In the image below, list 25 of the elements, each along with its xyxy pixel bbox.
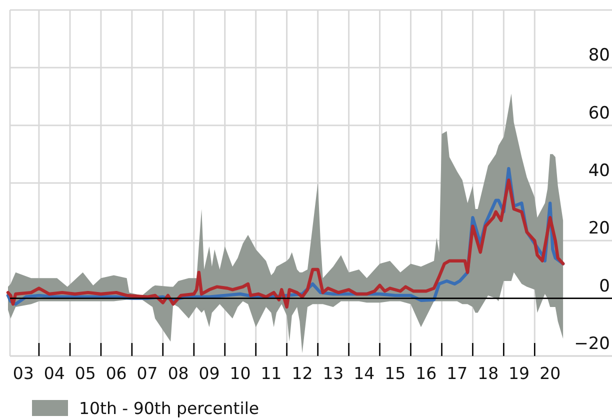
x-tick-label: 09 (198, 364, 220, 383)
x-tick-label: 08 (168, 364, 189, 383)
x-tick-label: 16 (416, 364, 437, 383)
x-tick-label: 11 (260, 364, 282, 383)
x-tick-label: 15 (384, 364, 406, 383)
x-tick-label: 17 (446, 364, 468, 383)
x-tick-label: 03 (12, 364, 34, 383)
x-tick-label: 20 (540, 364, 561, 383)
x-tick-label: 12 (292, 364, 313, 383)
x-tick-label: 05 (74, 364, 96, 383)
y-tick-label: 20 (588, 218, 610, 239)
x-tick-label: 10 (230, 364, 251, 383)
x-tick-label: 19 (508, 364, 530, 383)
y-tick-label: 0 (599, 276, 610, 296)
y-tick-label: 40 (588, 161, 610, 181)
x-tick-label: 18 (478, 364, 499, 383)
y-tick-label: 80 (588, 46, 610, 66)
y-tick-label: 60 (588, 103, 610, 124)
x-tick-label: 13 (322, 364, 344, 383)
x-tick-label: 14 (354, 364, 375, 383)
y-tick-label: −20 (574, 334, 610, 354)
x-tick-label: 04 (44, 364, 65, 383)
x-tick-label: 07 (136, 364, 158, 383)
x-tick-label: 06 (106, 364, 127, 383)
legend-label: 10th - 90th percentile (79, 399, 260, 418)
